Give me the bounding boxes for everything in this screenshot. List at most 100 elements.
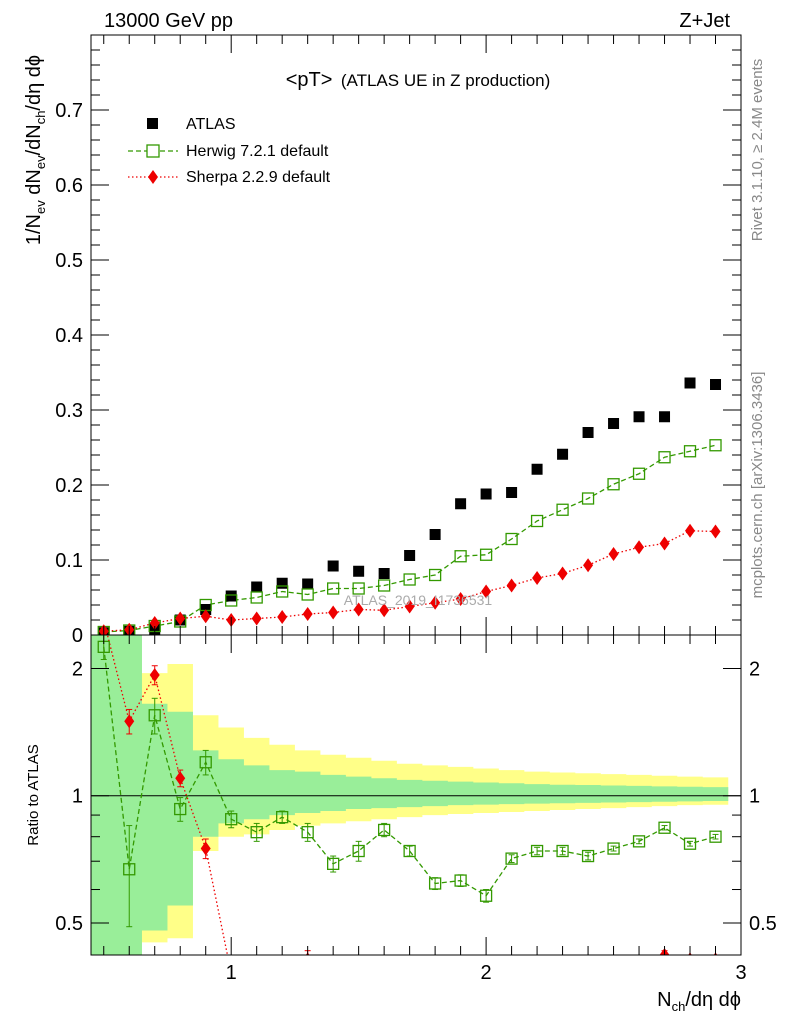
main-y-tick-label: 0.2	[55, 475, 83, 497]
main-y-tick-label: 0.4	[55, 325, 83, 347]
main-point-herwig	[403, 573, 416, 586]
main-point-herwig	[352, 582, 365, 595]
main-y-axis-label: 1/Nev dNev/dNch/dη dϕ	[23, 55, 48, 245]
ratio-point-herwig	[658, 821, 671, 834]
main-point-herwig	[301, 588, 314, 601]
ratio-y-tick-label-right: 2	[749, 658, 760, 680]
ratio-point-sherpa	[532, 987, 542, 1001]
ratio-point-herwig	[301, 826, 314, 839]
main-point-atlas	[378, 568, 390, 579]
ratio-point-sherpa	[328, 992, 338, 1006]
header-right-label: Z+Jet	[679, 10, 730, 32]
main-point-atlas	[659, 411, 671, 423]
legend-item-atlas: ATLAS	[147, 116, 236, 133]
main-point-sherpa	[175, 611, 186, 626]
main-point-atlas	[404, 550, 416, 561]
ratio-point-sherpa	[200, 841, 211, 856]
main-point-herwig	[377, 579, 391, 592]
rivet-version-label: Rivet 3.1.10, ≥ 2.4M events	[749, 59, 766, 242]
main-point-atlas	[557, 448, 569, 460]
main-point-sherpa	[608, 547, 619, 561]
ratio-panel: 1 2 3 0.5 0.5 1 1 2 2 Ratio to ATLAS Nch/dη dϕ	[25, 634, 777, 1018]
ratio-point-herwig	[632, 835, 646, 848]
ratio-point-herwig	[607, 842, 620, 855]
legend-marker-herwig	[146, 144, 160, 158]
main-point-sherpa	[506, 578, 517, 593]
ratio-point-sherpa	[481, 1004, 491, 1018]
ratio-y-axis-label: Ratio to ATLAS	[25, 744, 42, 845]
main-point-atlas	[506, 487, 518, 498]
legend-item-herwig: Herwig 7.2.1 default	[128, 143, 329, 160]
main-point-sherpa	[583, 558, 594, 573]
main-point-atlas	[327, 560, 339, 572]
main-point-sherpa	[353, 602, 364, 617]
main-point-sherpa	[481, 584, 492, 599]
main-y-tick-label: 0.1	[55, 550, 83, 572]
ratio-point-sherpa	[252, 987, 262, 1001]
ratio-point-sherpa	[405, 976, 415, 990]
ratio-point-sherpa	[430, 998, 440, 1012]
main-point-herwig	[327, 582, 340, 595]
x-axis-label: Nch/dη dϕ	[657, 989, 741, 1014]
ratio-point-sherpa	[558, 987, 568, 1001]
ratio-y-tick-label-right: 0.5	[749, 913, 777, 935]
ratio-y-tick-label-right: 1	[749, 786, 760, 808]
y-label-sub-b: ev	[33, 155, 48, 169]
ratio-point-herwig	[479, 889, 493, 902]
main-point-atlas	[276, 577, 288, 589]
main-point-atlas	[480, 488, 492, 500]
ratio-point-sherpa	[354, 957, 364, 971]
main-point-sherpa	[277, 610, 288, 624]
ratio-point-herwig	[683, 837, 697, 850]
main-point-sherpa	[328, 605, 339, 620]
main-point-atlas	[251, 581, 263, 593]
plot-title: <pT> (ATLAS UE in Z production)	[286, 69, 551, 91]
header-left-label: 13000 GeV pp	[104, 10, 233, 32]
ratio-point-herwig	[148, 709, 161, 722]
ratio-point-herwig	[377, 823, 391, 837]
main-point-sherpa	[251, 611, 262, 626]
main-point-sherpa	[455, 592, 466, 606]
ratio-point-sherpa	[149, 668, 160, 683]
ratio-point-herwig	[454, 874, 467, 887]
ratio-point-sherpa	[609, 966, 619, 980]
main-point-sherpa	[710, 524, 721, 539]
main-point-atlas	[608, 418, 620, 429]
y-label-sub-a: ev	[33, 200, 48, 214]
analysis-watermark: ATLAS_2019_I1736531	[344, 592, 493, 608]
main-point-herwig	[530, 514, 544, 528]
main-point-atlas	[302, 578, 314, 590]
ratio-point-herwig	[199, 756, 212, 769]
ratio-point-herwig	[556, 844, 569, 858]
main-point-herwig	[632, 467, 646, 480]
y-label-part-c: /dN	[23, 124, 45, 155]
ratio-point-sherpa	[124, 714, 135, 729]
main-point-sherpa	[532, 571, 543, 585]
ratio-panel-frame	[90, 634, 742, 956]
legend-label-sherpa: Sherpa 2.2.9 default	[186, 169, 331, 186]
mcplots-label: mcplots.cern.ch [arXiv:1306.3436]	[749, 372, 766, 599]
ratio-point-sherpa	[507, 981, 517, 995]
main-point-sherpa	[404, 599, 415, 614]
ratio-y-tick-label: 2	[72, 658, 83, 680]
x-label-sub-a: ch	[672, 999, 686, 1014]
main-point-herwig	[505, 532, 518, 546]
main-point-atlas	[225, 590, 237, 602]
ratio-point-herwig	[352, 844, 365, 858]
main-y-tick-label: 0.3	[55, 400, 83, 422]
ratio-y-tick-label: 1	[72, 786, 83, 808]
main-point-atlas	[531, 463, 543, 475]
x-label-part-b: /dη dϕ	[685, 989, 741, 1011]
main-point-herwig	[556, 503, 569, 516]
ratio-point-herwig	[174, 802, 187, 816]
x-tick-label: 3	[735, 962, 746, 984]
ratio-point-herwig	[505, 852, 518, 865]
main-point-herwig	[225, 594, 238, 607]
main-y-tick-label: 0.5	[55, 250, 83, 272]
main-point-atlas	[684, 377, 696, 389]
main-point-sherpa	[685, 523, 696, 538]
main-panel: 0 0.1 0.2 0.3 0.4 0.5 0.6 0.7 <pT> (ATLAS UE in…	[23, 34, 742, 647]
main-point-atlas	[455, 498, 467, 510]
main-point-herwig	[581, 492, 595, 505]
